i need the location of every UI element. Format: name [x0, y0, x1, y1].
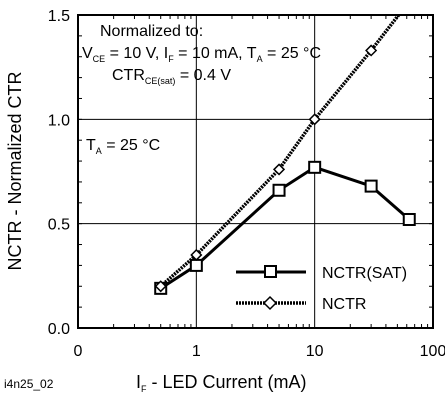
x-tick-label: 1: [192, 343, 201, 360]
data-point-nctr: [190, 248, 203, 262]
x-tick-label: 0: [74, 343, 83, 360]
series-layer: [154, 15, 416, 295]
y-axis-label: NCTR - Normalized CTR: [5, 71, 25, 270]
x-axis-label: IF - LED Current (mA): [136, 372, 307, 394]
legend-marker-nctr-sat: [264, 265, 277, 278]
y-tick-label: 0.5: [48, 217, 70, 234]
y-tick-label: 0.0: [48, 321, 70, 338]
data-point-nctr-sat: [272, 183, 286, 197]
annotation-normalized-to: Normalized to:: [100, 23, 203, 40]
data-point-nctr-sat: [189, 258, 203, 272]
y-tick-label: 1.0: [48, 112, 70, 129]
data-point-nctr: [272, 163, 286, 176]
x-tick-label: 100: [420, 343, 445, 360]
series-line-nctr: [159, 15, 401, 288]
annotation-ctr-sat: CTRCE(sat) = 0.4 V: [112, 67, 231, 86]
figure-id: i4n25_02: [4, 377, 54, 391]
legend-marker-nctr: [262, 295, 278, 311]
legend-label-nctr-sat: NCTR(SAT): [322, 265, 407, 282]
data-point-nctr: [365, 44, 378, 57]
data-point-nctr: [154, 280, 167, 293]
data-point-nctr: [308, 113, 321, 126]
plot-frame: [77, 14, 434, 329]
y-tick-label: 1.5: [48, 8, 70, 25]
annotation-conditions: VCE = 10 V, IF = 10 mA, TA = 25 °C: [82, 45, 321, 64]
legend-label-nctr: NCTR: [322, 296, 366, 313]
annotation-ta: TA = 25 °C: [86, 137, 160, 156]
axis-ticks: 0 1 10 100 0.0 0.5 1.0 1.5: [48, 8, 445, 360]
legend: NCTR(SAT) NCTR: [236, 265, 407, 313]
data-point-nctr-sat: [364, 179, 378, 193]
x-tick-label: 10: [306, 343, 324, 360]
data-point-nctr-sat: [402, 212, 416, 226]
grid-lines: [78, 15, 433, 328]
data-point-nctr-sat: [308, 160, 322, 174]
